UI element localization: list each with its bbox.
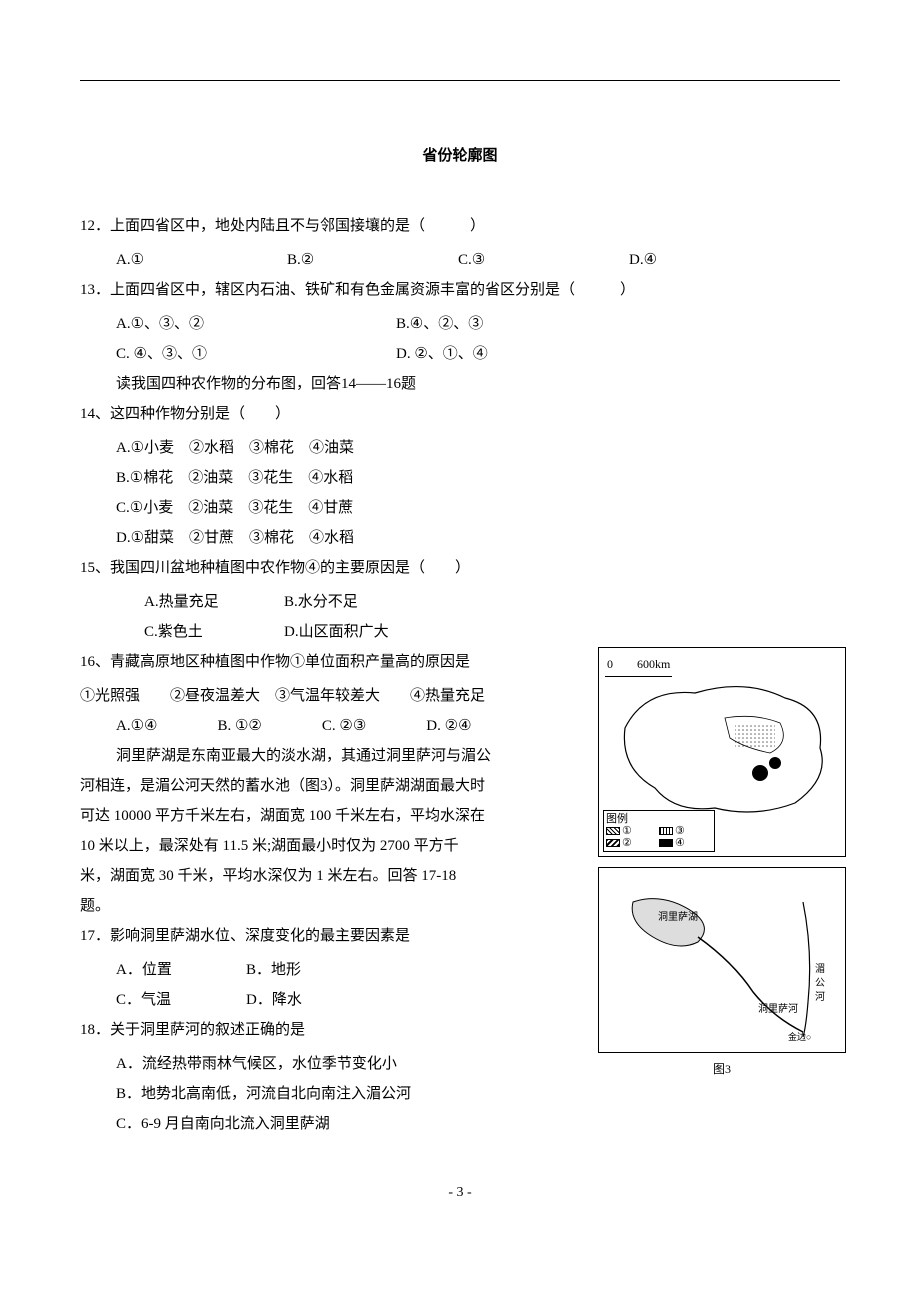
q16-opt-a: A.①④ [116,711,157,741]
q18-opt-b: B．地势北高南低，河流自北向南注入湄公河 [80,1079,840,1109]
passage-line-3: 可达 10000 平方千米左右，湖面宽 100 千米左右，平均水深在 [80,801,580,831]
svg-text:金边○: 金边○ [788,1031,811,1042]
passage-line-4: 10 米以上，最深处有 11.5 米;湖面最小时仅为 2700 平方千 [80,831,580,861]
svg-text:公: 公 [815,978,825,989]
q15-text: 15、我国四川盆地种植图中农作物④的主要原因是（ ） [80,560,470,576]
q15-row1: A.热量充足 B.水分不足 [80,587,840,617]
map-legend: 图例 ① ③ ② ④ [603,810,715,852]
legend-label-2: ② [622,837,632,849]
q16-options: A.①④ B. ①② C. ②③ D. ②④ [80,711,580,741]
legend-title: 图例 [606,813,712,825]
china-outline-icon [605,668,841,828]
q18-opt-c: C．6-9 月自南向北流入洞里萨湖 [80,1109,840,1139]
q14-opt-d: D.①甜菜 ②甘蔗 ③棉花 ④水稻 [80,523,840,553]
question-13: 13．上面四省区中，辖区内石油、铁矿和有色金属资源丰富的省区分别是（ ） [80,275,840,305]
q12-opt-c: C.③ [458,245,629,275]
q13-opt-c: C. ④、③、① [116,339,396,369]
q16-opt-c: C. ②③ [322,711,366,741]
q17-opt-a: A．位置 [116,955,246,985]
q12-opt-b: B.② [287,245,458,275]
q17-row1: A．位置 B．地形 [80,955,580,985]
legend-item-3: ③ [659,825,712,837]
passage-line-6: 题。 [80,891,580,921]
q13-opt-d: D. ②、①、④ [396,339,488,369]
q18-text: 18．关于洞里萨河的叙述正确的是 [80,1022,305,1038]
svg-text:湄: 湄 [815,963,825,975]
legend-label-3: ③ [675,825,685,837]
figure-container: 0 600km 图例 ① ③ ② ④ 洞里萨湖 [598,647,846,1081]
q13-follow: 读我国四种农作物的分布图，回答14——16题 [80,369,840,399]
top-divider [80,80,840,81]
q13-text: 13．上面四省区中，辖区内石油、铁矿和有色金属资源丰富的省区分别是（ ） [80,282,635,298]
q13-row1: A.①、③、② B.④、②、③ [80,309,840,339]
q14-opt-c: C.①小麦 ②油菜 ③花生 ④甘蔗 [80,493,840,523]
q13-opt-b: B.④、②、③ [396,309,483,339]
q15-opt-c: C.紫色土 [144,617,284,647]
q12-text: 12．上面四省区中，地处内陆且不与邻国接壤的是（ ） [80,218,485,234]
legend-item-2: ② [606,837,659,849]
q16-opt-b: B. ①② [217,711,261,741]
q17-text: 17．影响洞里萨湖水位、深度变化的最主要因素是 [80,928,410,944]
lake-map-figure: 洞里萨湖 洞里萨河 湄 公 河 金边○ [598,867,846,1053]
svg-text:洞里萨湖: 洞里萨湖 [658,911,698,923]
q15-row2: C.紫色土 D.山区面积广大 [80,617,840,647]
legend-label-1: ① [622,825,632,837]
legend-label-4: ④ [675,837,685,849]
q17-opt-d: D．降水 [246,985,302,1015]
question-12: 12．上面四省区中，地处内陆且不与邻国接壤的是（ ） [80,211,840,241]
passage-line-1: 洞里萨湖是东南亚最大的淡水湖，其通过洞里萨河与湄公 [80,741,580,771]
q17-row2: C．气温 D．降水 [80,985,580,1015]
q16-opt-d: D. ②④ [426,711,471,741]
legend-item-1: ① [606,825,659,837]
svg-text:洞里萨河: 洞里萨河 [758,1003,798,1015]
page-number: - 3 - [80,1179,840,1207]
passage-line-5: 米，湖面宽 30 千米，平均水深仅为 1 米左右。回答 17-18 [80,861,580,891]
q16-text: 16、青藏高原地区种植图中作物①单位面积产量高的原因是 [80,654,470,670]
q12-opt-a: A.① [116,245,287,275]
q14-text: 14、这四种作物分别是（ ） [80,406,290,422]
q16-conditions: ①光照强 ②昼夜温差大 ③气温年较差大 ④热量充足 [80,681,580,711]
passage-line-2: 河相连，是湄公河天然的蓄水池（图3）。洞里萨湖湖面最大时 [80,771,580,801]
section-title: 省份轮廓图 [80,141,840,171]
q15-opt-a: A.热量充足 [144,587,284,617]
q14-opt-b: B.①棉花 ②油菜 ③花生 ④水稻 [80,463,840,493]
lake-caption: 图3 [598,1057,846,1081]
q17-opt-c: C．气温 [116,985,246,1015]
q13-row2: C. ④、③、① D. ②、①、④ [80,339,840,369]
question-17: 17．影响洞里萨湖水位、深度变化的最主要因素是 [80,921,580,951]
q12-opt-d: D.④ [629,245,800,275]
q15-opt-d: D.山区面积广大 [284,617,389,647]
q15-opt-b: B.水分不足 [284,587,358,617]
svg-text:河: 河 [815,991,825,1003]
question-15: 15、我国四川盆地种植图中农作物④的主要原因是（ ） [80,553,840,583]
q13-opt-a: A.①、③、② [116,309,396,339]
china-map-figure: 0 600km 图例 ① ③ ② ④ [598,647,846,857]
question-16: 16、青藏高原地区种植图中作物①单位面积产量高的原因是 [80,647,580,677]
q17-opt-b: B．地形 [246,955,301,985]
lake-outline-icon: 洞里萨湖 洞里萨河 湄 公 河 金边○ [603,872,843,1050]
question-14: 14、这四种作物分别是（ ） [80,399,840,429]
q14-opt-a: A.①小麦 ②水稻 ③棉花 ④油菜 [80,433,840,463]
q12-options: A.① B.② C.③ D.④ [80,245,800,275]
legend-item-4: ④ [659,837,712,849]
